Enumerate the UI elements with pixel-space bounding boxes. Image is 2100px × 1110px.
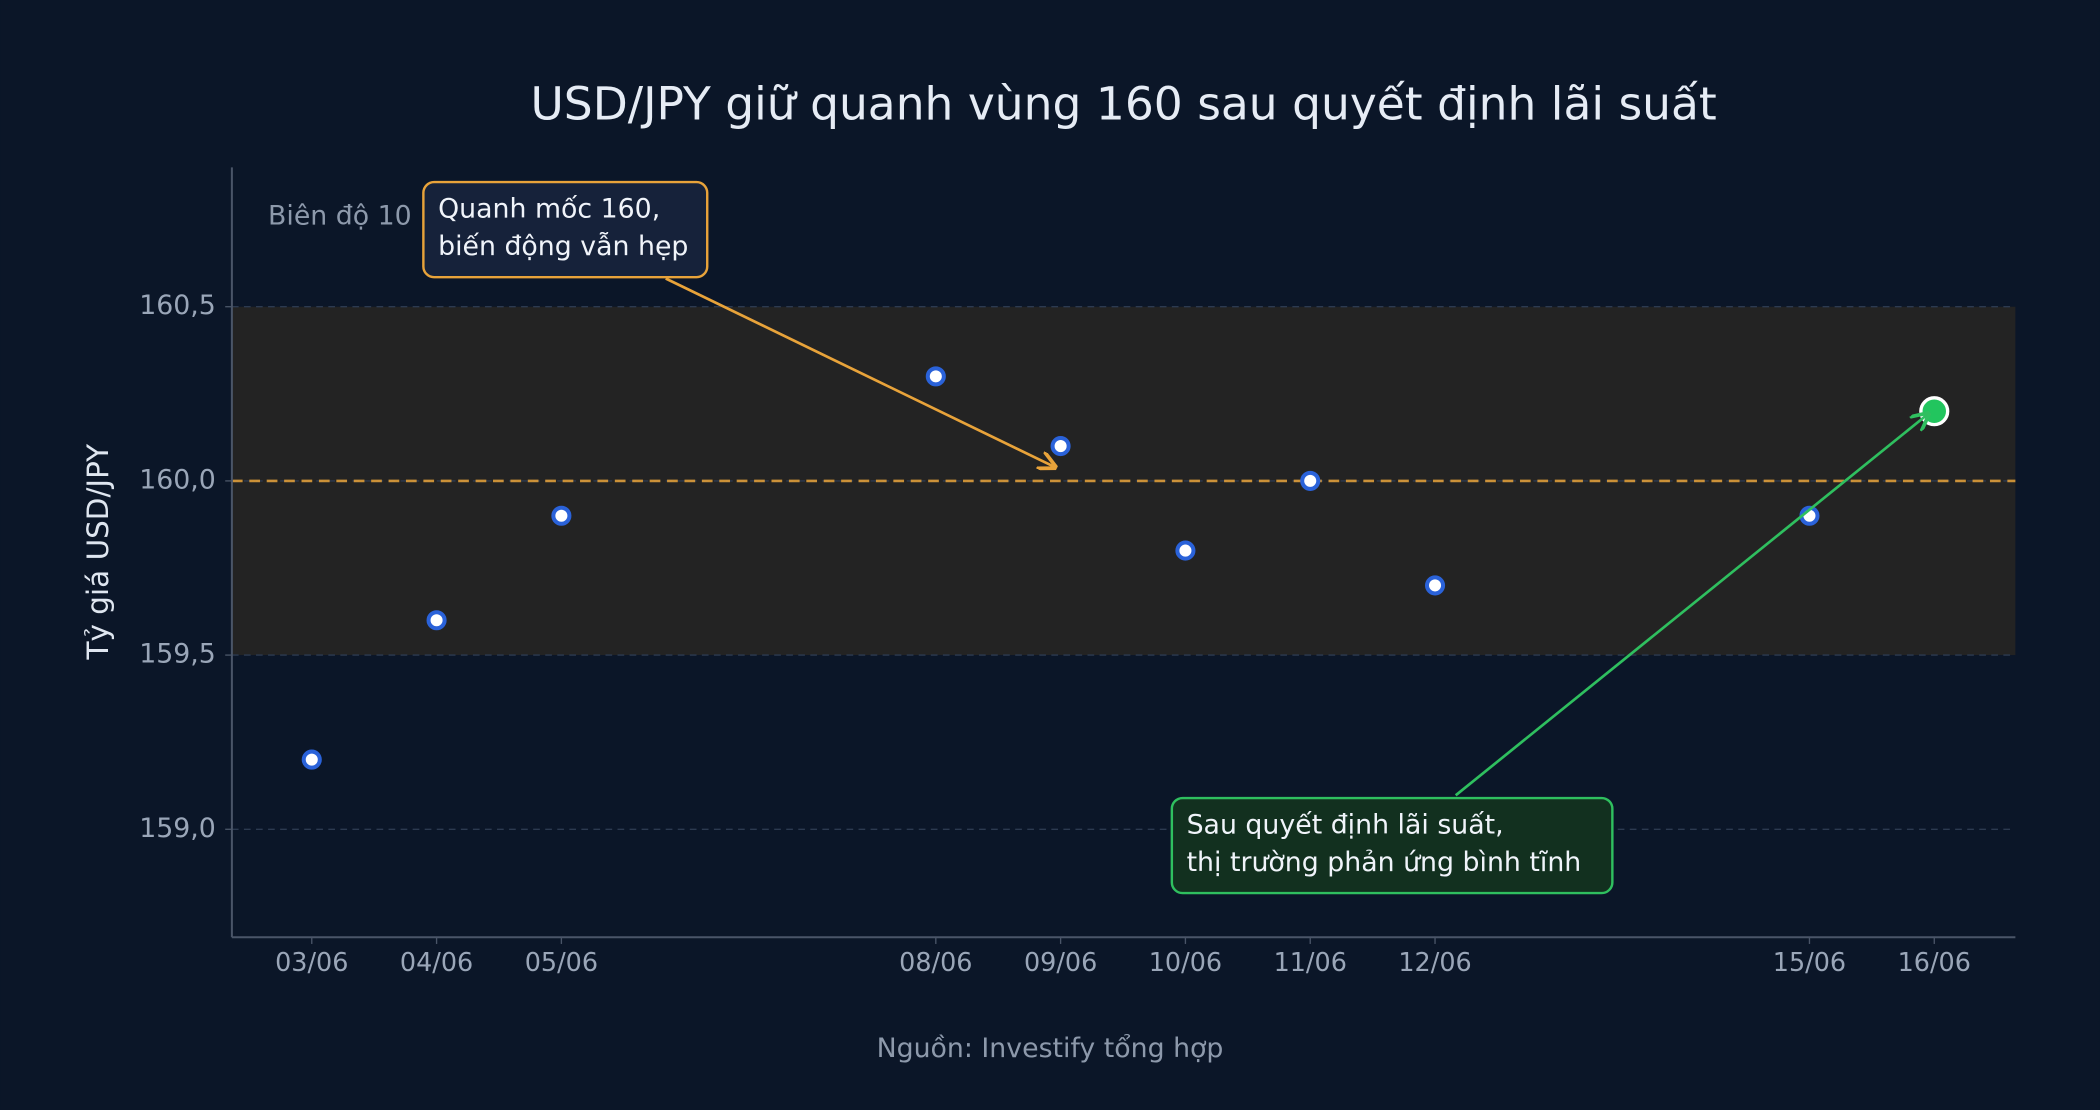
source: Nguồn: Investify tổng hợp (877, 1033, 1224, 1064)
y-tick-label: 160,0 (139, 464, 216, 495)
annotation-arrow (1454, 414, 1929, 797)
x-tick-label: 04/06 (400, 947, 473, 977)
data-point (1424, 575, 1446, 596)
data-point (551, 505, 572, 526)
x-tick-label: 16/06 (1898, 947, 1971, 977)
band-label: Biên độ 10 (268, 200, 412, 231)
annotation-text: thị trường phản ứng bình tĩnh (1187, 847, 1582, 878)
data-point (1300, 470, 1321, 491)
data-point (426, 610, 447, 631)
data-point (925, 366, 946, 387)
chart-title: USD/JPY giữ quanh vùng 160 sau quyết địn… (531, 78, 1717, 131)
annotation-text: biến động vẫn hẹp (438, 231, 688, 262)
x-tick-label: 10/06 (1149, 947, 1222, 977)
annotation-text: Quanh mốc 160, (438, 194, 660, 225)
data-point (301, 749, 322, 770)
data-point (1050, 436, 1071, 457)
y-axis-label: Tỷ giá USD/JPY (81, 443, 115, 661)
x-tick-label: 12/06 (1398, 947, 1471, 977)
annotation-box (1170, 796, 1614, 895)
x-tick-label: 09/06 (1024, 947, 1097, 977)
y-tick-label: 159,5 (139, 639, 216, 670)
x-tick-label: 15/06 (1773, 947, 1846, 977)
annotation-arrow (665, 277, 1056, 468)
x-tick-label: 03/06 (275, 947, 348, 977)
y-tick-label: 159,0 (139, 813, 216, 844)
x-tick-label: 11/06 (1274, 947, 1347, 977)
annotation-box (422, 180, 709, 279)
x-tick-label: 05/06 (525, 947, 598, 977)
y-tick-label: 160,5 (139, 290, 216, 321)
data-point (1175, 540, 1196, 561)
annotation-text: Sau quyết định lãi suất, (1187, 810, 1504, 841)
data-point (1919, 396, 1950, 427)
x-tick-label: 08/06 (899, 947, 972, 977)
